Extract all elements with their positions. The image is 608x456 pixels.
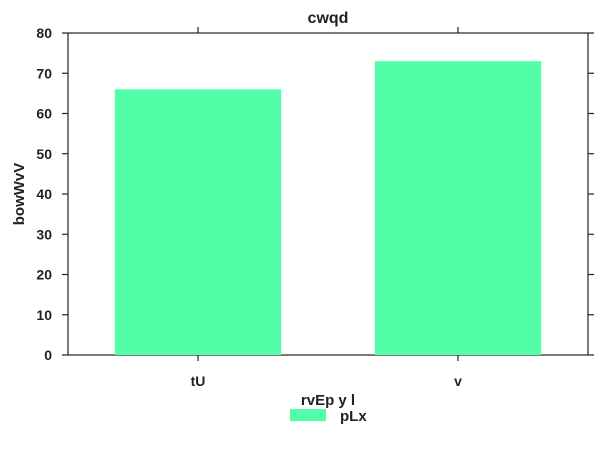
y-tick-label: 0 bbox=[44, 347, 52, 363]
y-tick-label: 20 bbox=[36, 267, 52, 283]
chart-title: cwqd bbox=[308, 10, 349, 27]
y-tick-label: 10 bbox=[36, 307, 52, 323]
legend-label: pLx bbox=[340, 408, 367, 425]
y-tick-label: 50 bbox=[36, 146, 52, 162]
x-tick-label: tU bbox=[191, 373, 206, 389]
legend-swatch bbox=[290, 409, 326, 421]
x-axis-label: rvEp y l bbox=[301, 392, 355, 409]
y-tick-label: 40 bbox=[36, 186, 52, 202]
y-tick-label: 70 bbox=[36, 65, 52, 81]
x-ticks: tU v bbox=[191, 27, 462, 389]
y-tick-label: 60 bbox=[36, 106, 52, 122]
bar bbox=[114, 89, 282, 355]
legend: pLx bbox=[290, 408, 367, 425]
bar bbox=[374, 61, 542, 356]
bars bbox=[114, 61, 542, 356]
y-ticks: 0 10 20 30 40 50 60 70 80 bbox=[36, 25, 594, 363]
x-tick-label: v bbox=[454, 373, 462, 389]
y-tick-label: 80 bbox=[36, 25, 52, 41]
y-axis-label: bowWvV bbox=[11, 163, 28, 226]
y-tick-label: 30 bbox=[36, 226, 52, 242]
